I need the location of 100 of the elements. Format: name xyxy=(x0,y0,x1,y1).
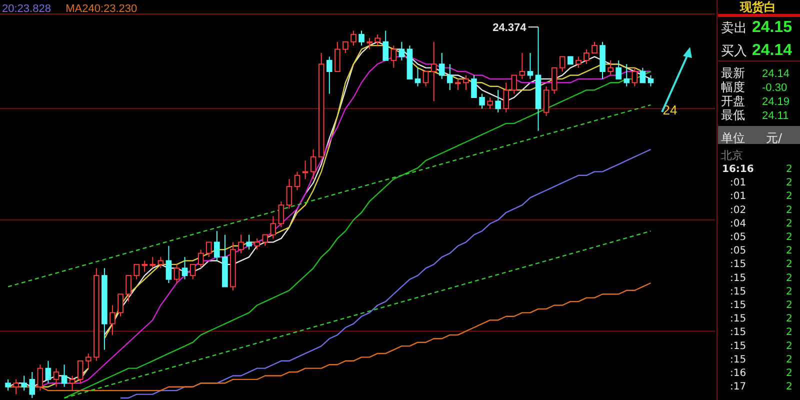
candlestick xyxy=(438,52,445,80)
text: :01 xyxy=(730,191,746,202)
text: :15 xyxy=(730,272,746,284)
text: :17 xyxy=(730,382,746,393)
candlestick xyxy=(487,96,493,110)
text: MA240:23.230 xyxy=(66,3,138,15)
text: 2 xyxy=(786,382,792,393)
text: 24.11 xyxy=(762,110,789,122)
candlestick xyxy=(495,90,501,113)
candlestick xyxy=(118,294,124,317)
text: :05 xyxy=(730,246,746,257)
candlestick xyxy=(422,71,429,87)
candlestick xyxy=(286,178,292,210)
candlestick xyxy=(390,45,397,68)
candlestick xyxy=(519,52,526,80)
candlestick xyxy=(648,74,654,87)
text: 现货白 xyxy=(739,0,776,14)
candlestick xyxy=(206,242,212,258)
candlestick xyxy=(13,378,19,395)
candlestick xyxy=(302,160,308,180)
text: :15 xyxy=(730,286,746,298)
text: 最新 xyxy=(721,66,745,80)
candlestick xyxy=(503,82,510,113)
text: :01 xyxy=(730,178,746,189)
candlestick xyxy=(238,234,244,254)
candlestick xyxy=(382,30,389,61)
candlestick xyxy=(334,41,340,72)
candlestick xyxy=(190,264,196,280)
text: -0.30 xyxy=(762,82,788,94)
text: 20:23.828 xyxy=(2,3,51,15)
candlestick xyxy=(198,249,204,269)
candlestick xyxy=(126,275,132,302)
candlestick xyxy=(45,360,52,384)
text: 最低 xyxy=(721,108,745,122)
text: :02 xyxy=(730,204,746,216)
candlestick xyxy=(77,360,84,384)
text: 2 xyxy=(786,218,792,230)
text: 2 xyxy=(786,232,792,243)
candlestick xyxy=(350,30,356,46)
candlestick xyxy=(142,260,148,272)
candlestick xyxy=(342,41,348,54)
candlestick xyxy=(584,48,590,65)
text: 2 xyxy=(786,191,792,202)
candlestick xyxy=(608,60,614,76)
candlestick xyxy=(158,256,164,269)
candlestick xyxy=(511,74,518,94)
candlestick xyxy=(29,372,36,398)
candlestick xyxy=(134,264,140,280)
candlestick xyxy=(110,304,116,336)
candlestick xyxy=(69,375,76,392)
candlestick xyxy=(294,171,300,191)
candlestick xyxy=(430,41,437,102)
text: :16 xyxy=(730,368,746,379)
candlestick xyxy=(455,78,461,91)
text: :15 xyxy=(730,314,746,325)
candlestick xyxy=(358,30,364,46)
candlestick xyxy=(632,67,638,87)
text: :15 xyxy=(730,259,746,270)
candlestick xyxy=(592,41,598,54)
candlestick xyxy=(471,74,477,98)
text: 卖出 xyxy=(721,21,747,36)
text: 2 xyxy=(786,164,792,175)
text: 幅度 xyxy=(721,80,745,94)
text: 24.14 xyxy=(762,68,790,80)
candlestick xyxy=(174,264,180,284)
candlestick xyxy=(270,216,276,239)
candlestick xyxy=(543,86,550,117)
text: :05 xyxy=(730,232,746,243)
text: 2 xyxy=(786,286,792,298)
candlestick xyxy=(398,41,405,61)
text: 2 xyxy=(786,204,792,216)
text: :04 xyxy=(730,218,746,230)
text: :15 xyxy=(730,340,746,352)
candlestick xyxy=(576,56,582,68)
candlestick xyxy=(624,64,630,87)
text: 2 xyxy=(786,368,792,379)
text: :15 xyxy=(730,327,746,338)
annotation: 24.374 xyxy=(492,22,528,34)
text: 单位 xyxy=(721,131,745,145)
text: 2 xyxy=(786,314,792,325)
text: 24.14 xyxy=(752,42,792,59)
text: 24.19 xyxy=(762,96,790,108)
candlestick xyxy=(551,67,558,94)
candlestick xyxy=(262,234,268,246)
text: 16:16 xyxy=(722,164,754,175)
candlestick xyxy=(527,52,534,80)
candlestick xyxy=(214,230,220,262)
text: 2 xyxy=(786,246,792,257)
candlestick xyxy=(150,256,156,269)
candlestick xyxy=(278,200,284,228)
candlestick xyxy=(246,234,252,250)
text: 2 xyxy=(786,354,792,366)
text: 买入 xyxy=(721,44,747,59)
text: :15 xyxy=(730,300,746,311)
candlestick xyxy=(414,67,421,87)
candlestick xyxy=(366,38,372,50)
candlestick xyxy=(463,74,469,91)
candlestick xyxy=(37,364,44,392)
candlestick xyxy=(326,56,332,94)
text: 北京 xyxy=(721,149,743,162)
